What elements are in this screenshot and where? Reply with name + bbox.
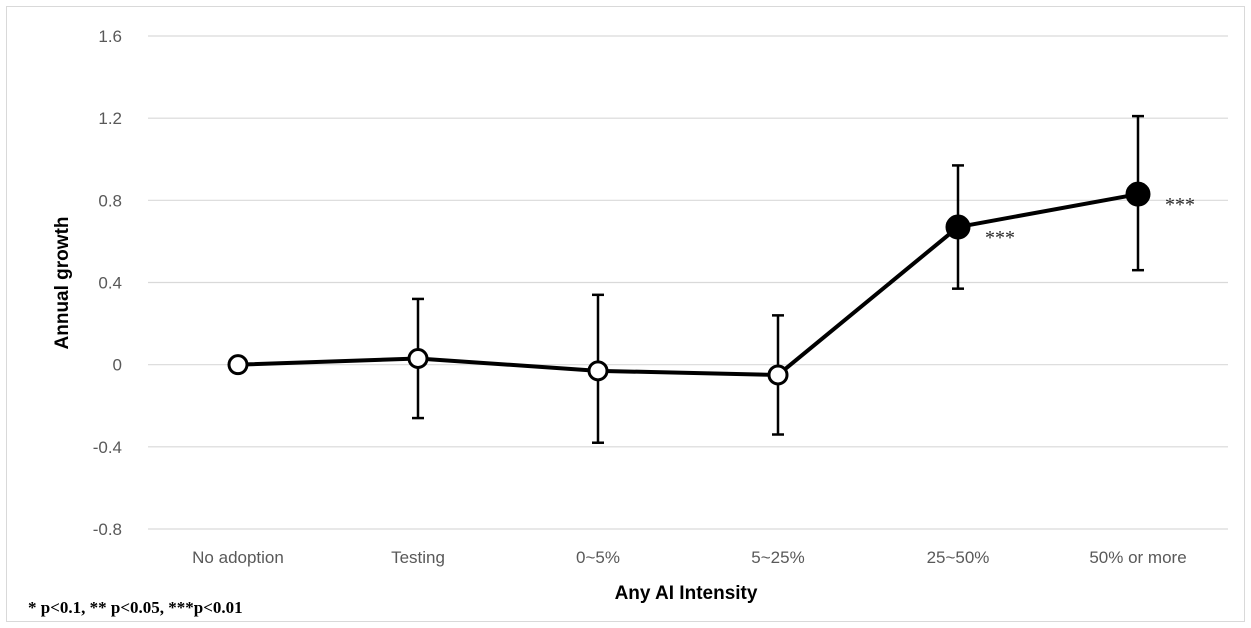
y-tick-label: -0.4: [93, 438, 122, 457]
y-tick-label: -0.8: [93, 520, 122, 539]
y-tick-label: 0.8: [98, 191, 122, 210]
x-tick-label: 0~5%: [576, 548, 620, 567]
data-point-filled: [945, 214, 971, 240]
x-tick-label: 5~25%: [751, 548, 804, 567]
y-tick-label: 0.4: [98, 274, 122, 293]
x-axis-title: Any AI Intensity: [615, 583, 758, 604]
error-bars: [412, 114, 1144, 444]
data-points: [227, 181, 1151, 386]
y-tick-label: 0: [113, 356, 122, 375]
y-tick-label: 1.2: [98, 109, 122, 128]
data-point-open: [407, 348, 429, 370]
data-point-open: [767, 364, 789, 386]
significance-labels: *** ***: [985, 194, 1195, 249]
data-point-open: [227, 354, 249, 376]
series-line-layer: [237, 192, 1139, 377]
significance-label: ***: [985, 227, 1015, 249]
data-point-filled: [1125, 181, 1151, 207]
data-point-open: [587, 360, 609, 382]
x-tick-label: 50% or more: [1089, 548, 1186, 567]
y-axis-title: Annual growth: [52, 217, 73, 350]
series-line: [237, 192, 1139, 377]
gridlines: [148, 35, 1228, 530]
significance-label: ***: [1165, 194, 1195, 216]
y-tick-labels: 1.6 1.2 0.8 0.4 0 -0.4 -0.8: [93, 27, 122, 539]
x-tick-label: Testing: [391, 548, 445, 567]
x-tick-labels: No adoption Testing 0~5% 5~25% 25~50% 50% or …: [192, 548, 1187, 567]
x-tick-label: No adoption: [192, 548, 284, 567]
x-tick-label: 25~50%: [927, 548, 990, 567]
y-tick-label: 1.6: [98, 27, 122, 46]
significance-footnote: * p<0.1, ** p<0.05, ***p<0.01: [28, 598, 243, 617]
chart-frame: [6, 6, 1245, 622]
